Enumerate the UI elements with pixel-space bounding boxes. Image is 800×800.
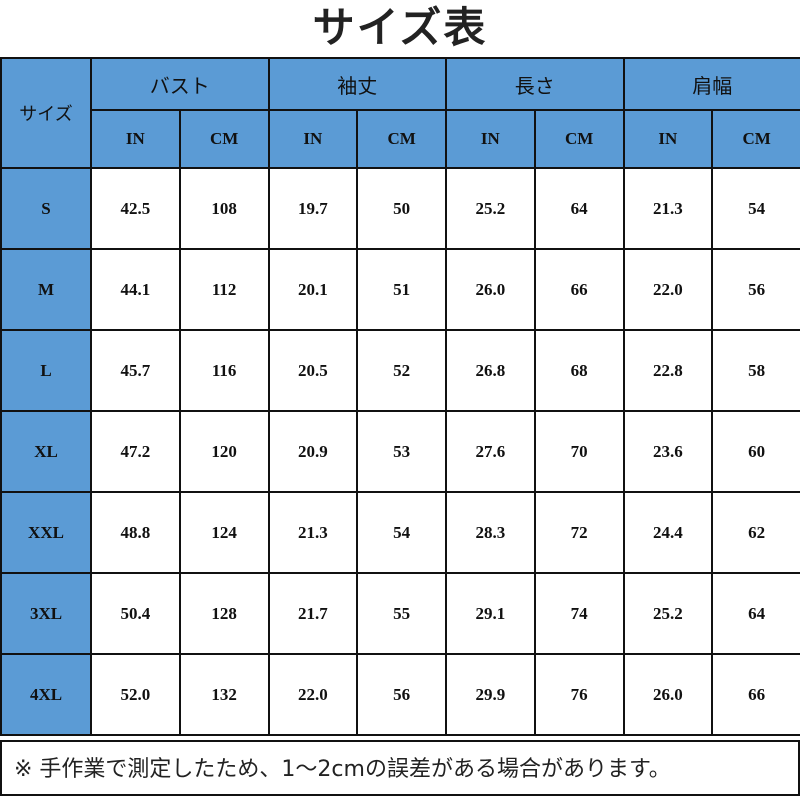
table-cell: 22.0 xyxy=(267,653,359,736)
table-cell: 116 xyxy=(178,329,270,412)
table-row: L 45.7 116 20.5 52 26.8 68 22.8 58 xyxy=(0,329,800,412)
table-cell: 54 xyxy=(356,491,447,574)
table-cell: 108 xyxy=(178,167,270,250)
table-cell: 52 xyxy=(356,329,447,412)
table-cell: 124 xyxy=(178,491,270,574)
table-cell: 21.3 xyxy=(267,491,359,574)
table-cell: 62 xyxy=(711,491,800,574)
table-row: M 44.1 112 20.1 51 26.0 66 22.0 56 xyxy=(0,248,800,331)
group-header: 肩幅 xyxy=(622,57,800,111)
size-label: S xyxy=(0,167,92,250)
table-cell: 64 xyxy=(533,167,625,250)
table-cell: 24.4 xyxy=(622,491,714,574)
table-cell: 27.6 xyxy=(445,410,536,493)
table-cell: 26.0 xyxy=(622,653,714,736)
table-row: XL 47.2 120 20.9 53 27.6 70 23.6 60 xyxy=(0,410,800,493)
table-cell: 29.1 xyxy=(445,572,536,655)
table-cell: 56 xyxy=(711,248,800,331)
unit-header: IN xyxy=(622,109,714,169)
table-cell: 44.1 xyxy=(90,248,181,331)
table-cell: 68 xyxy=(533,329,625,412)
table-cell: 50 xyxy=(356,167,447,250)
unit-header: CM xyxy=(178,109,270,169)
table-cell: 56 xyxy=(356,653,447,736)
unit-header: IN xyxy=(267,109,359,169)
size-label: 3XL xyxy=(0,572,92,655)
table-cell: 128 xyxy=(178,572,270,655)
table-cell: 120 xyxy=(178,410,270,493)
measurement-note: ※ 手作業で測定したため、1〜2cmの誤差がある場合があります。 xyxy=(0,740,800,796)
table-cell: 48.8 xyxy=(90,491,181,574)
size-column-header: サイズ xyxy=(0,57,92,169)
size-table: サイズ バスト 袖丈 長さ 肩幅 IN CM IN CM IN CM IN CM S 42.5 108 1… xyxy=(0,57,800,736)
table-cell: 50.4 xyxy=(90,572,181,655)
table-cell: 64 xyxy=(711,572,800,655)
page-title: サイズ表 xyxy=(312,3,488,52)
table-cell: 20.1 xyxy=(267,248,359,331)
unit-header: IN xyxy=(445,109,536,169)
table-cell: 52.0 xyxy=(90,653,181,736)
group-header: 長さ xyxy=(445,57,625,111)
table-cell: 60 xyxy=(711,410,800,493)
table-row: S 42.5 108 19.7 50 25.2 64 21.3 54 xyxy=(0,167,800,250)
table-row: 3XL 50.4 128 21.7 55 29.1 74 25.2 64 xyxy=(0,572,800,655)
size-label: M xyxy=(0,248,92,331)
table-cell: 42.5 xyxy=(90,167,181,250)
table-cell: 76 xyxy=(533,653,625,736)
size-label: XXL xyxy=(0,491,92,574)
table-row: XXL 48.8 124 21.3 54 28.3 72 24.4 62 xyxy=(0,491,800,574)
table-cell: 28.3 xyxy=(445,491,536,574)
table-row: 4XL 52.0 132 22.0 56 29.9 76 26.0 66 xyxy=(0,653,800,736)
table-cell: 45.7 xyxy=(90,329,181,412)
table-cell: 51 xyxy=(356,248,447,331)
size-label: XL xyxy=(0,410,92,493)
table-cell: 25.2 xyxy=(622,572,714,655)
table-cell: 21.3 xyxy=(622,167,714,250)
unit-header: IN xyxy=(90,109,181,169)
table-cell: 66 xyxy=(711,653,800,736)
table-cell: 58 xyxy=(711,329,800,412)
unit-header: CM xyxy=(356,109,447,169)
table-cell: 70 xyxy=(533,410,625,493)
table-cell: 26.0 xyxy=(445,248,536,331)
unit-header: CM xyxy=(711,109,800,169)
table-cell: 23.6 xyxy=(622,410,714,493)
table-cell: 72 xyxy=(533,491,625,574)
table-cell: 53 xyxy=(356,410,447,493)
group-header: 袖丈 xyxy=(267,57,447,111)
size-label: L xyxy=(0,329,92,412)
table-cell: 132 xyxy=(178,653,270,736)
table-cell: 20.5 xyxy=(267,329,359,412)
table-cell: 21.7 xyxy=(267,572,359,655)
table-cell: 26.8 xyxy=(445,329,536,412)
table-cell: 22.0 xyxy=(622,248,714,331)
group-header: バスト xyxy=(90,57,270,111)
table-cell: 47.2 xyxy=(90,410,181,493)
table-cell: 19.7 xyxy=(267,167,359,250)
table-cell: 29.9 xyxy=(445,653,536,736)
table-cell: 22.8 xyxy=(622,329,714,412)
table-cell: 66 xyxy=(533,248,625,331)
unit-header: CM xyxy=(533,109,625,169)
table-cell: 74 xyxy=(533,572,625,655)
table-cell: 25.2 xyxy=(445,167,536,250)
table-cell: 54 xyxy=(711,167,800,250)
table-cell: 20.9 xyxy=(267,410,359,493)
table-cell: 55 xyxy=(356,572,447,655)
table-cell: 112 xyxy=(178,248,270,331)
size-label: 4XL xyxy=(0,653,92,736)
